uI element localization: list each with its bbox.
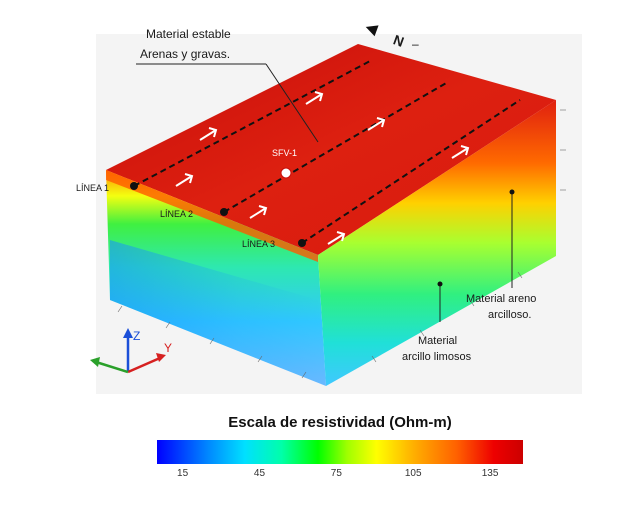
areno-line2: arcilloso. xyxy=(488,309,531,321)
block-front-deep-zone xyxy=(110,240,326,386)
material-estable-line1: Material estable xyxy=(146,27,231,41)
colorbar-tick: 45 xyxy=(253,468,266,479)
direction-arrows xyxy=(175,91,470,245)
line3-start-dot xyxy=(298,239,306,247)
colorbar-tick: 75 xyxy=(330,468,342,479)
x-axis-arrow xyxy=(95,360,129,374)
callout-leader xyxy=(265,63,319,143)
line1-label: LÍNEA 1 xyxy=(76,183,109,193)
survey-line-2 xyxy=(223,81,449,213)
x-axis-arrowhead xyxy=(90,357,100,367)
arrow-icon xyxy=(451,145,470,159)
y-axis-arrowhead xyxy=(156,353,166,362)
limoso-dot xyxy=(437,281,443,287)
limoso-line1: Material xyxy=(418,335,457,347)
survey-line-3 xyxy=(301,99,521,244)
front-top-band xyxy=(106,170,318,262)
arrow-icon xyxy=(175,173,194,187)
y-axis-label: Y xyxy=(164,341,172,355)
axes-indicator: Z Y xyxy=(90,328,172,374)
north-icon: ◀ xyxy=(363,18,380,37)
areno-dot xyxy=(509,189,515,195)
edge-ticks xyxy=(117,109,566,379)
z-axis-label: Z xyxy=(133,329,140,343)
resistivity-scale-title: Escala de resistividad (Ohm-m) xyxy=(228,414,452,431)
colorbar-tick-labels: 15 45 75 105 135 xyxy=(157,468,523,482)
sfv-label: SFV-1 xyxy=(272,148,297,158)
z-axis-arrowhead xyxy=(123,328,133,338)
arrow-icon xyxy=(367,117,386,131)
colorbar-tick: 135 xyxy=(481,468,499,479)
line2-start-dot xyxy=(220,208,228,216)
colorbar-tick: 105 xyxy=(404,468,422,479)
colorbar-tick: 15 xyxy=(177,468,189,479)
survey-line-1 xyxy=(133,59,373,187)
line2-label: LÍNEA 2 xyxy=(160,209,193,219)
arrow-icon xyxy=(327,231,346,245)
line3-label: LÍNEA 3 xyxy=(242,239,275,249)
limoso-line2: arcillo limosos xyxy=(402,351,472,363)
y-axis-arrow xyxy=(127,356,161,374)
sfv-point xyxy=(280,167,292,179)
arrow-icon xyxy=(249,205,268,219)
block-right-face xyxy=(318,100,556,386)
arrow-icon xyxy=(199,127,218,141)
material-estable-line2: Arenas y gravas. xyxy=(140,47,230,61)
arrow-icon xyxy=(305,91,324,105)
north-dash-icon: – xyxy=(412,37,419,51)
line1-start-dot xyxy=(130,182,138,190)
areno-line1: Material areno xyxy=(466,293,536,305)
resistivity-colorbar xyxy=(157,440,523,464)
